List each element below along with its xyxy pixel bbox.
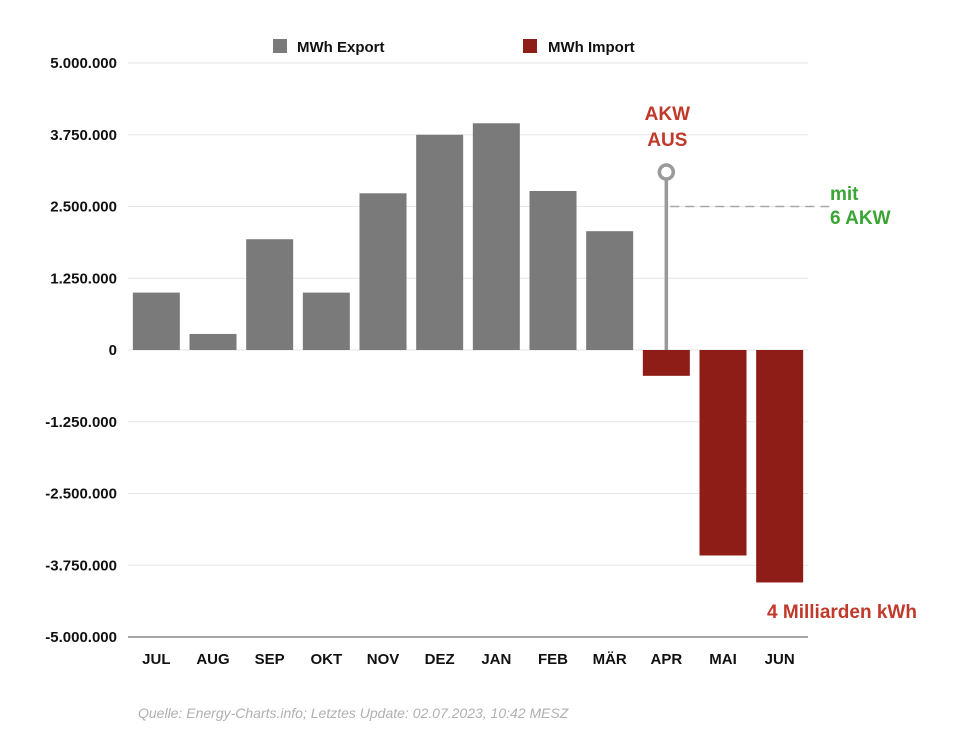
grid <box>128 62 808 638</box>
y-tick-label: 2.500.000 <box>50 199 117 216</box>
legend: MWh Export MWh Import <box>273 39 635 56</box>
legend-import-swatch <box>523 39 537 53</box>
x-tick-label: JAN <box>481 651 511 668</box>
source-note: Quelle: Energy-Charts.info; Letztes Upda… <box>138 705 569 721</box>
bar-okt <box>302 292 350 350</box>
x-tick-label: APR <box>650 651 682 668</box>
x-tick-label: SEP <box>255 651 285 668</box>
y-tick-label: -3.750.000 <box>45 557 117 574</box>
x-tick-label: MAI <box>709 651 737 668</box>
legend-export-label: MWh Export <box>297 39 385 56</box>
bar-feb <box>529 191 577 350</box>
bar-mär <box>586 231 634 350</box>
bar-jul <box>132 292 180 350</box>
legend-export-swatch <box>273 39 287 53</box>
annotations: AKW AUS mit 6 AKW 4 Milliarden kWh <box>645 104 917 623</box>
y-tick-label: 1.250.000 <box>50 270 117 287</box>
x-tick-label: NOV <box>367 651 400 668</box>
x-tick-label: FEB <box>538 651 568 668</box>
bar-jan <box>472 123 520 351</box>
y-tick-label: -2.500.000 <box>45 486 117 503</box>
akw-aus-label-line1: AKW <box>645 104 690 125</box>
y-tick-label: 5.000.000 <box>50 55 117 72</box>
reference-label-line1: mit <box>830 184 859 205</box>
bar-dez <box>416 134 464 350</box>
y-tick-label: 0 <box>109 342 117 359</box>
y-tick-label: 3.750.000 <box>50 127 117 144</box>
legend-import-label: MWh Import <box>548 39 635 56</box>
bars <box>132 123 804 583</box>
x-axis-labels: JUL AUG SEP OKT NOV DEZ JAN FEB MÄR APR MAI JUN <box>142 651 795 668</box>
reference-label-line2: 6 AKW <box>830 208 891 229</box>
x-tick-label: JUL <box>142 651 170 668</box>
bar-aug <box>189 333 237 350</box>
bar-apr <box>642 350 690 376</box>
x-tick-label: OKT <box>310 651 342 668</box>
y-tick-label: -1.250.000 <box>45 414 117 431</box>
x-tick-label: MÄR <box>593 651 627 668</box>
bar-sep <box>246 239 294 350</box>
y-tick-label: -5.000.000 <box>45 629 117 646</box>
x-tick-label: DEZ <box>425 651 455 668</box>
bar-mai <box>699 350 747 556</box>
akw-aus-marker-circle <box>657 163 676 181</box>
bar-nov <box>359 193 407 350</box>
x-tick-label: AUG <box>196 651 229 668</box>
y-axis-ticks: 5.000.000 3.750.000 2.500.000 1.250.000 0 -1.… <box>45 55 117 646</box>
akw-aus-label-line2: AUS <box>647 130 687 151</box>
total-import-label: 4 Milliarden kWh <box>767 602 917 623</box>
bar-jun <box>756 350 804 583</box>
x-tick-label: JUN <box>765 651 795 668</box>
